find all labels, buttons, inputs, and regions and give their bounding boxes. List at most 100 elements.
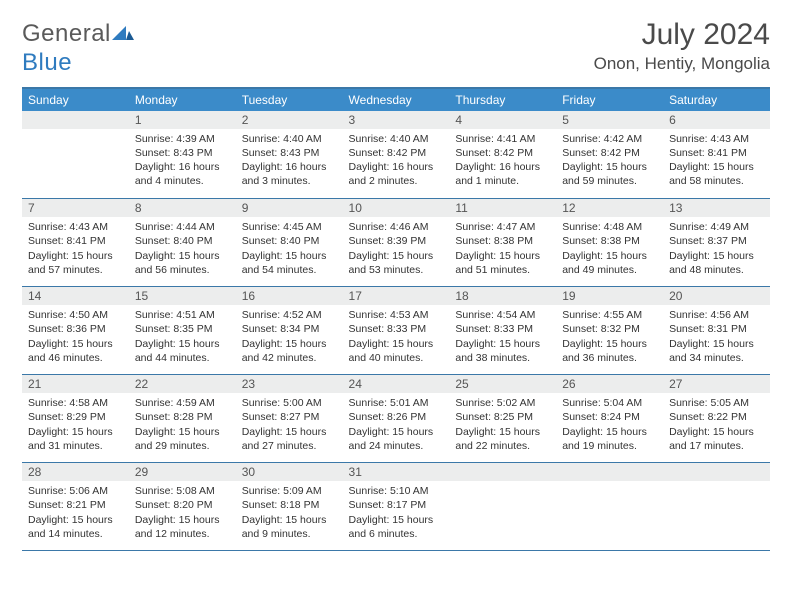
daylight-line: Daylight: 16 hours and 1 minute.: [455, 161, 540, 187]
calendar-cell: 5Sunrise: 4:42 AMSunset: 8:42 PMDaylight…: [556, 111, 663, 199]
sunset-line: Sunset: 8:38 PM: [562, 235, 640, 247]
day-number: 8: [129, 199, 236, 217]
sunset-line: Sunset: 8:29 PM: [28, 411, 106, 423]
day-number: 31: [343, 463, 450, 481]
sunrise-line: Sunrise: 4:43 AM: [28, 221, 108, 233]
calendar-row: 1Sunrise: 4:39 AMSunset: 8:43 PMDaylight…: [22, 111, 770, 199]
day-data: Sunrise: 4:39 AMSunset: 8:43 PMDaylight:…: [129, 129, 236, 194]
day-data: Sunrise: 4:42 AMSunset: 8:42 PMDaylight:…: [556, 129, 663, 194]
calendar-cell: 9Sunrise: 4:45 AMSunset: 8:40 PMDaylight…: [236, 199, 343, 287]
sunrise-line: Sunrise: 5:00 AM: [242, 397, 322, 409]
day-data: Sunrise: 4:40 AMSunset: 8:43 PMDaylight:…: [236, 129, 343, 194]
day-number: 7: [22, 199, 129, 217]
sunset-line: Sunset: 8:35 PM: [135, 323, 213, 335]
day-data: Sunrise: 5:09 AM Sunset: 8:18 PM Daylight:…: [236, 481, 343, 546]
sunrise-line: Sunrise: 5:09 AM: [242, 485, 322, 497]
day-data: Sunrise: 4:58 AMSunset: 8:29 PMDaylight:…: [22, 393, 129, 458]
calendar-cell: 30 Sunrise: 5:09 AM Sunset: 8:18 PM Dayligh…: [236, 463, 343, 551]
weekday-header: Monday: [129, 89, 236, 111]
sunset-line: Sunset: 8:27 PM: [242, 411, 320, 423]
calendar-row: 21Sunrise: 4:58 AMSunset: 8:29 PMDayligh…: [22, 375, 770, 463]
daylight-line: Daylight: 15 hours and 56 minutes.: [135, 250, 220, 276]
calendar-cell: 25Sunrise: 5:02 AMSunset: 8:25 PMDayligh…: [449, 375, 556, 463]
calendar-cell: 20Sunrise: 4:56 AMSunset: 8:31 PMDayligh…: [663, 287, 770, 375]
calendar-row: 14Sunrise: 4:50 AMSunset: 8:36 PMDayligh…: [22, 287, 770, 375]
day-number: 12: [556, 199, 663, 217]
daylight-line: Daylight: 15 hours and 19 minutes.: [562, 426, 647, 452]
calendar-cell: 6Sunrise: 4:43 AMSunset: 8:41 PMDaylight…: [663, 111, 770, 199]
day-data: [663, 481, 770, 489]
sunset-line: Sunset: 8:24 PM: [562, 411, 640, 423]
day-number: 5: [556, 111, 663, 129]
day-number: 6: [663, 111, 770, 129]
page-title: July 2024: [594, 18, 770, 52]
sunset-line: Sunset: 8:36 PM: [28, 323, 106, 335]
sunrise-line: Sunrise: 5:10 AM: [349, 485, 429, 497]
day-data: Sunrise: 4:48 AMSunset: 8:38 PMDaylight:…: [556, 217, 663, 282]
location: Onon, Hentiy, Mongolia: [594, 54, 770, 74]
sunset-line: Sunset: 8:17 PM: [349, 499, 427, 511]
day-number: 9: [236, 199, 343, 217]
sunrise-line: Sunrise: 4:39 AM: [135, 133, 215, 145]
sunset-line: Sunset: 8:42 PM: [562, 147, 640, 159]
calendar-cell: 7 Sunrise: 4:43 AM Sunset: 8:41 PM Daylight…: [22, 199, 129, 287]
calendar-cell: 3Sunrise: 4:40 AMSunset: 8:42 PMDaylight…: [343, 111, 450, 199]
header: General Blue July 2024 Onon, Hentiy, Mon…: [22, 18, 770, 77]
day-number: 30: [236, 463, 343, 481]
day-data: Sunrise: 5:04 AM Sunset: 8:24 PM Daylight:…: [556, 393, 663, 458]
calendar-cell: 21Sunrise: 4:58 AMSunset: 8:29 PMDayligh…: [22, 375, 129, 463]
calendar-cell: 15Sunrise: 4:51 AMSunset: 8:35 PMDayligh…: [129, 287, 236, 375]
day-data: Sunrise: 4:52 AMSunset: 8:34 PMDaylight:…: [236, 305, 343, 370]
day-number: 22: [129, 375, 236, 393]
day-number: 11: [449, 199, 556, 217]
calendar-row: 28Sunrise: 5:06 AMSunset: 8:21 PMDayligh…: [22, 463, 770, 551]
daylight-line: Daylight: 15 hours and 40 minutes.: [349, 338, 434, 364]
sunset-line: Sunset: 8:41 PM: [28, 235, 106, 247]
sunset-line: Sunset: 8:28 PM: [135, 411, 213, 423]
sunset-line: Sunset: 8:18 PM: [242, 499, 320, 511]
day-number: 28: [22, 463, 129, 481]
weekday-header: Thursday: [449, 89, 556, 111]
daylight-line: Daylight: 15 hours and 59 minutes.: [562, 161, 647, 187]
daylight-line: Daylight: 15 hours and 9 minutes.: [242, 514, 327, 540]
sunset-line: Sunset: 8:22 PM: [669, 411, 747, 423]
sunrise-line: Sunrise: 4:59 AM: [135, 397, 215, 409]
daylight-line: Daylight: 15 hours and 14 minutes.: [28, 514, 113, 540]
day-number: 26: [556, 375, 663, 393]
calendar-cell: 19Sunrise: 4:55 AMSunset: 8:32 PMDayligh…: [556, 287, 663, 375]
day-number: 29: [129, 463, 236, 481]
day-data: Sunrise: 5:08 AMSunset: 8:20 PMDaylight:…: [129, 481, 236, 546]
daylight-line: Daylight: 15 hours and 51 minutes.: [455, 250, 540, 276]
daylight-line: Daylight: 15 hours and 46 minutes.: [28, 338, 113, 364]
daylight-line: Daylight: 15 hours and 42 minutes.: [242, 338, 327, 364]
calendar-cell: [556, 463, 663, 551]
daylight-line: Daylight: 15 hours and 12 minutes.: [135, 514, 220, 540]
calendar-cell: 29Sunrise: 5:08 AMSunset: 8:20 PMDayligh…: [129, 463, 236, 551]
sunset-line: Sunset: 8:42 PM: [349, 147, 427, 159]
sunrise-line: Sunrise: 4:43 AM: [669, 133, 749, 145]
sunset-line: Sunset: 8:43 PM: [242, 147, 320, 159]
sunrise-line: Sunrise: 4:45 AM: [242, 221, 322, 233]
day-data: Sunrise: 4:51 AMSunset: 8:35 PMDaylight:…: [129, 305, 236, 370]
daylight-line: Daylight: 15 hours and 49 minutes.: [562, 250, 647, 276]
sunrise-line: Sunrise: 5:01 AM: [349, 397, 429, 409]
sunset-line: Sunset: 8:31 PM: [669, 323, 747, 335]
day-number: 14: [22, 287, 129, 305]
sunrise-line: Sunrise: 5:04 AM: [562, 397, 642, 409]
calendar-cell: 26 Sunrise: 5:04 AM Sunset: 8:24 PM Dayligh…: [556, 375, 663, 463]
day-number: [22, 111, 129, 129]
day-data: Sunrise: 4:41 AMSunset: 8:42 PMDaylight:…: [449, 129, 556, 194]
daylight-line: Daylight: 15 hours and 22 minutes.: [455, 426, 540, 452]
sunrise-line: Sunrise: 4:44 AM: [135, 221, 215, 233]
day-number: 4: [449, 111, 556, 129]
day-data: Sunrise: 5:00 AMSunset: 8:27 PMDaylight:…: [236, 393, 343, 458]
sunset-line: Sunset: 8:25 PM: [455, 411, 533, 423]
sunset-line: Sunset: 8:32 PM: [562, 323, 640, 335]
sunset-line: Sunset: 8:33 PM: [349, 323, 427, 335]
daylight-line: Daylight: 15 hours and 6 minutes.: [349, 514, 434, 540]
sunrise-line: Sunrise: 4:56 AM: [669, 309, 749, 321]
sunset-line: Sunset: 8:33 PM: [455, 323, 533, 335]
sunset-line: Sunset: 8:43 PM: [135, 147, 213, 159]
day-data: Sunrise: 4:54 AMSunset: 8:33 PMDaylight:…: [449, 305, 556, 370]
daylight-line: Daylight: 15 hours and 57 minutes.: [28, 250, 113, 276]
